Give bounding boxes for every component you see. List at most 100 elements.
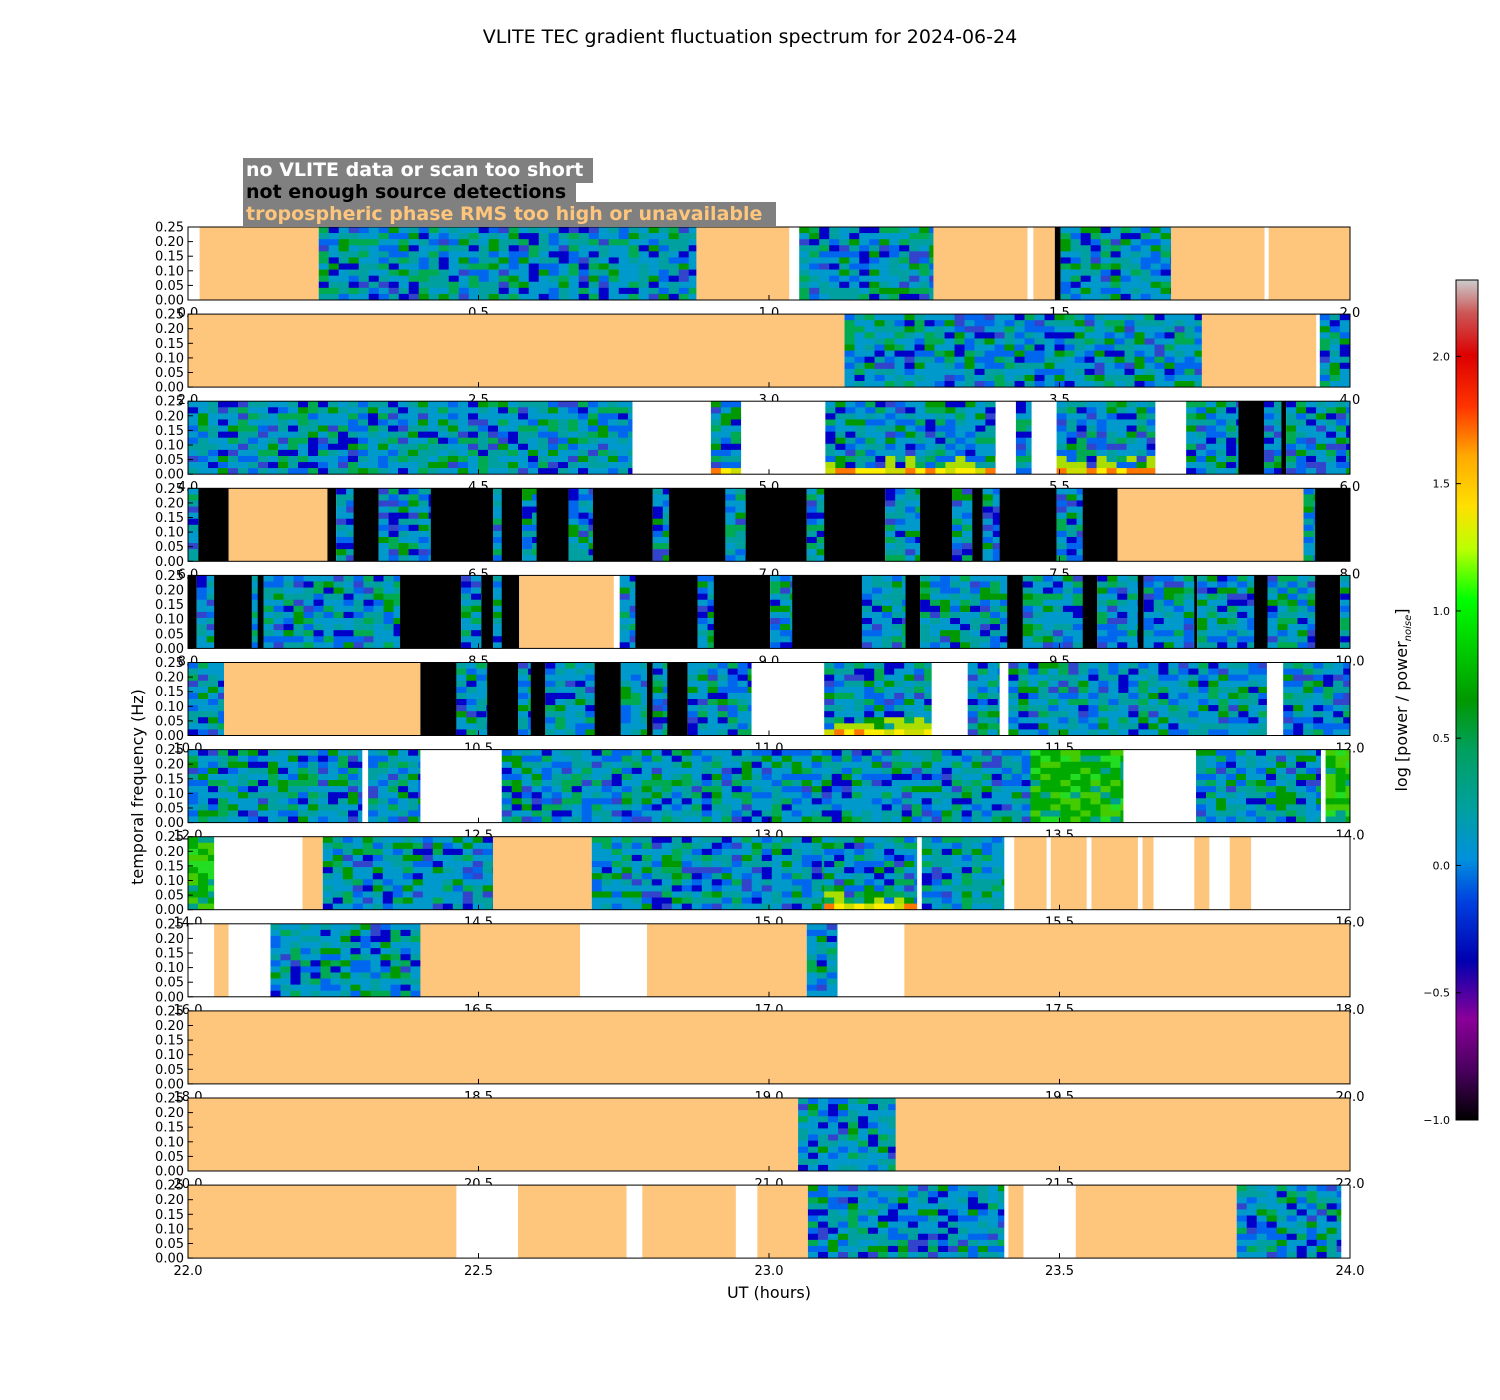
spectrum-cell (1163, 599, 1175, 607)
spectrum-cell (532, 543, 537, 550)
spectrum-cell (1068, 668, 1079, 675)
spectrum-cell (218, 804, 229, 811)
spectrum-cell (864, 686, 875, 694)
spectrum-cell (1096, 437, 1107, 445)
spectrum-cell (1120, 287, 1131, 295)
spectrum-cell (486, 668, 488, 675)
spectrum-cell (845, 425, 856, 432)
spectrum-cell (628, 413, 633, 420)
spectrum-cell (323, 593, 334, 601)
spectrum-cell (1146, 401, 1156, 408)
spectrum-cell (308, 401, 319, 408)
spectrum-cell (891, 593, 903, 601)
spectrum-cell (1008, 711, 1019, 718)
spectrum-cell (198, 407, 209, 414)
spectrum-cell (206, 630, 215, 637)
spectrum-cell (198, 810, 209, 817)
spectrum-cell (1097, 581, 1108, 588)
spectrum-cell (859, 275, 870, 283)
spectrum-cell (608, 263, 620, 270)
spectrum-cell (1286, 437, 1297, 445)
spectrum-cell (914, 332, 925, 339)
spectrum-cell (373, 587, 384, 594)
spectrum-cell (368, 275, 380, 283)
spectrum-cell (1064, 344, 1075, 351)
spectrum-cell (608, 419, 619, 426)
no-detection-segment (1082, 488, 1118, 562)
spectrum-cell (308, 798, 319, 805)
spectrum-cell (493, 599, 503, 607)
spectrum-cell (919, 239, 930, 246)
spectrum-cell (1307, 605, 1316, 613)
no-detection-segment (530, 662, 546, 736)
spectrum-cell (854, 729, 865, 736)
spectrum-cell (1193, 630, 1195, 637)
spectrum-cell (348, 269, 360, 276)
spectrum-cell (952, 549, 963, 556)
spectrum-cell (1094, 326, 1105, 333)
spectrum-cell (962, 530, 973, 538)
spectrum-cell (293, 599, 304, 607)
spectrum-cell (488, 239, 500, 246)
spectrum-cell (1238, 699, 1249, 706)
spectrum-cell (378, 287, 390, 295)
spectrum-cell (1070, 233, 1081, 240)
spectrum-segment (861, 575, 906, 649)
spectrum-cell (924, 350, 935, 357)
spectrum-cell (874, 362, 885, 370)
spectrum-cell (628, 251, 640, 258)
spectrum-cell (1236, 468, 1239, 475)
spectrum-cell (458, 413, 469, 420)
spectrum-cell (970, 575, 981, 582)
spectrum-cell (628, 425, 633, 432)
spectrum-cell (620, 674, 632, 682)
spectrum-cell (568, 413, 579, 420)
spectrum-cell (799, 245, 810, 252)
spectrum-cell (555, 662, 566, 669)
spectrum-cell (658, 257, 670, 264)
spectrum-cell (1127, 611, 1138, 619)
spectrum-cell (343, 605, 354, 613)
spectrum-cell (977, 705, 989, 712)
spectrum-cell (1329, 338, 1341, 345)
spectrum-cell (824, 686, 835, 694)
spectrum-cell (1287, 575, 1298, 582)
spectrum-cell (964, 362, 975, 370)
spectrum-cell (1217, 605, 1228, 613)
spectrum-cell (790, 636, 793, 643)
spectrum-cell (188, 755, 199, 763)
spectrum-cell (901, 636, 906, 643)
spectrum-cell (1343, 674, 1351, 682)
spectrum-cell (228, 407, 239, 414)
spectrum-cell (1313, 717, 1324, 724)
spectrum-segment (770, 575, 793, 649)
spectrum-cell (1340, 636, 1351, 643)
spectrum-cell (1148, 686, 1159, 694)
spectrum-cell (855, 407, 866, 414)
spectrum-cell (770, 599, 781, 607)
spectrum-cell (188, 425, 199, 432)
spectrum-cell (251, 624, 259, 631)
spectrum-cell (1054, 332, 1065, 339)
spectrum-cell (263, 575, 274, 582)
spectrum-cell (263, 581, 274, 588)
spectrum-cell (984, 332, 995, 339)
spectrum-cell (248, 780, 259, 787)
spectrum-cell (618, 257, 630, 264)
spectrum-cell (884, 717, 895, 724)
spectrum-cell (1303, 506, 1314, 513)
spectrum-cell (1283, 686, 1294, 694)
spectrum-cell (977, 680, 989, 688)
spectrum-cell (338, 287, 350, 295)
spectrum-cell (925, 443, 936, 451)
spectrum-cell (308, 773, 319, 781)
spectrum-cell (618, 449, 629, 457)
spectrum-cell (1038, 662, 1049, 669)
spectrum-cell (1248, 711, 1259, 718)
spectrum-cell (710, 401, 722, 408)
spectrum-cell (228, 798, 239, 805)
spectrum-cell (1110, 239, 1121, 246)
spectrum-cell (1126, 449, 1137, 457)
spectrum-cell (273, 630, 284, 637)
spectrum-cell (929, 269, 934, 276)
